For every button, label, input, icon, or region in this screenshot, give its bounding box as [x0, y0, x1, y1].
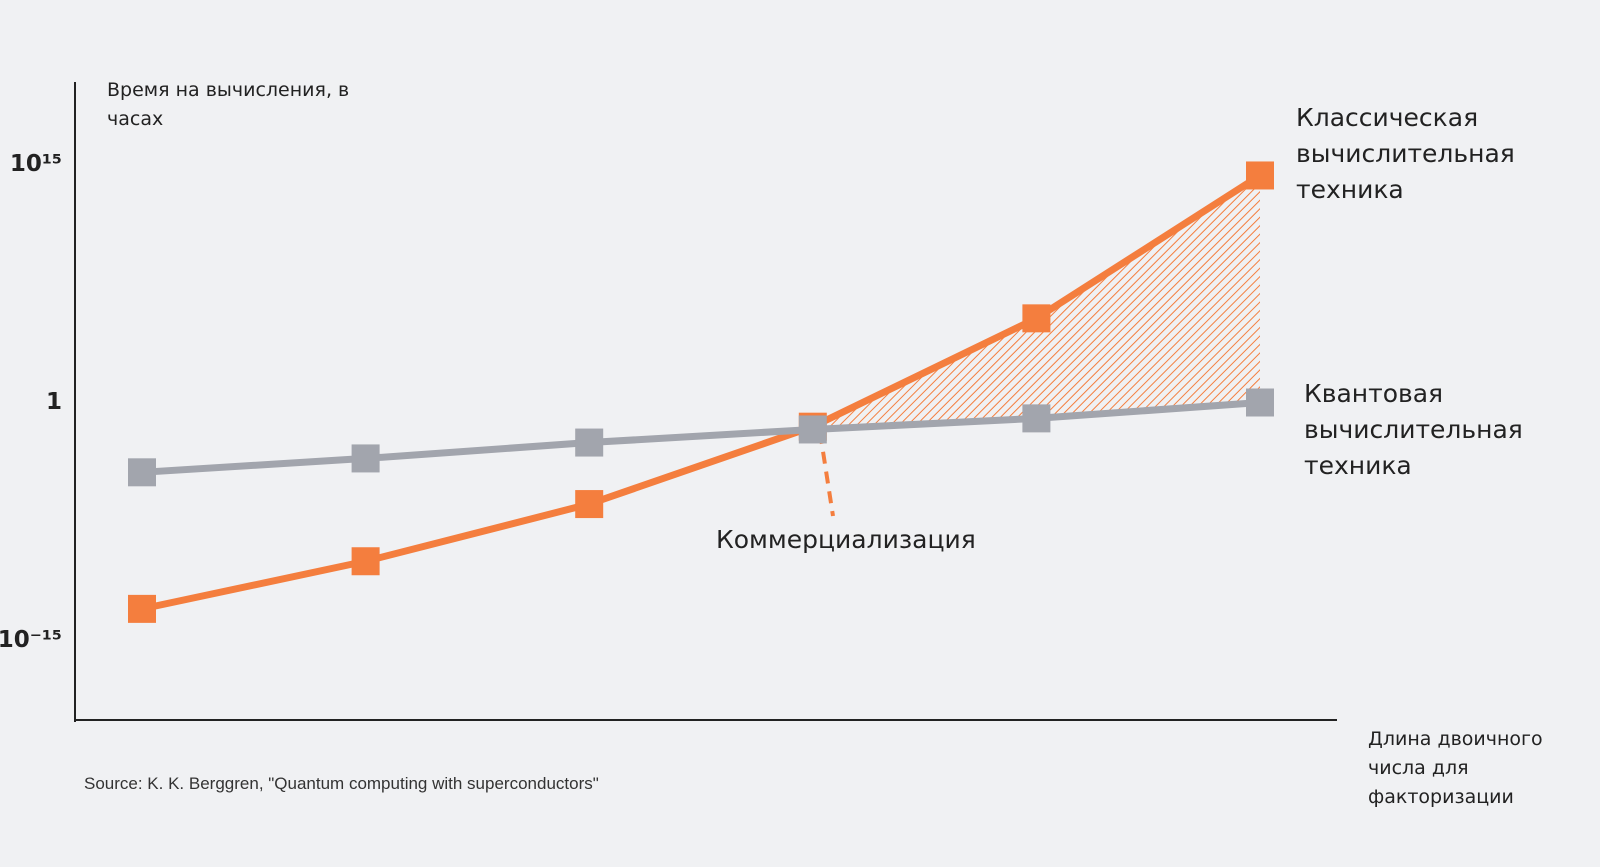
series-line [141, 399, 1261, 476]
marker [128, 594, 156, 623]
marker [575, 490, 604, 519]
legend-label: Классическая вычислительная техника [1296, 103, 1515, 204]
y-axis-label: Время на вычисления, в часах [107, 79, 350, 130]
y-tick-label: 10⁻¹⁵ [0, 627, 62, 653]
marker [1022, 404, 1051, 433]
annotation-line [818, 431, 835, 517]
legend-label: Квантовая вычислительная техника [1304, 379, 1523, 480]
marker [1246, 161, 1274, 190]
gap-area [812, 175, 1260, 430]
marker [1022, 304, 1051, 333]
series-line [141, 172, 1262, 613]
annotation: Коммерциализация [716, 525, 976, 554]
marker [351, 444, 380, 473]
marker [128, 458, 156, 487]
marker [575, 428, 604, 457]
y-tick-label: 10¹⁵ [10, 151, 62, 177]
marker [351, 547, 380, 576]
source: Source: K. K. Berggren, "Quantum computi… [84, 774, 599, 793]
x-axis-label: Длина двоичного числа для факторизации [1368, 728, 1543, 808]
y-tick-label: 1 [46, 389, 62, 415]
marker [1246, 388, 1274, 417]
marker [798, 415, 827, 444]
